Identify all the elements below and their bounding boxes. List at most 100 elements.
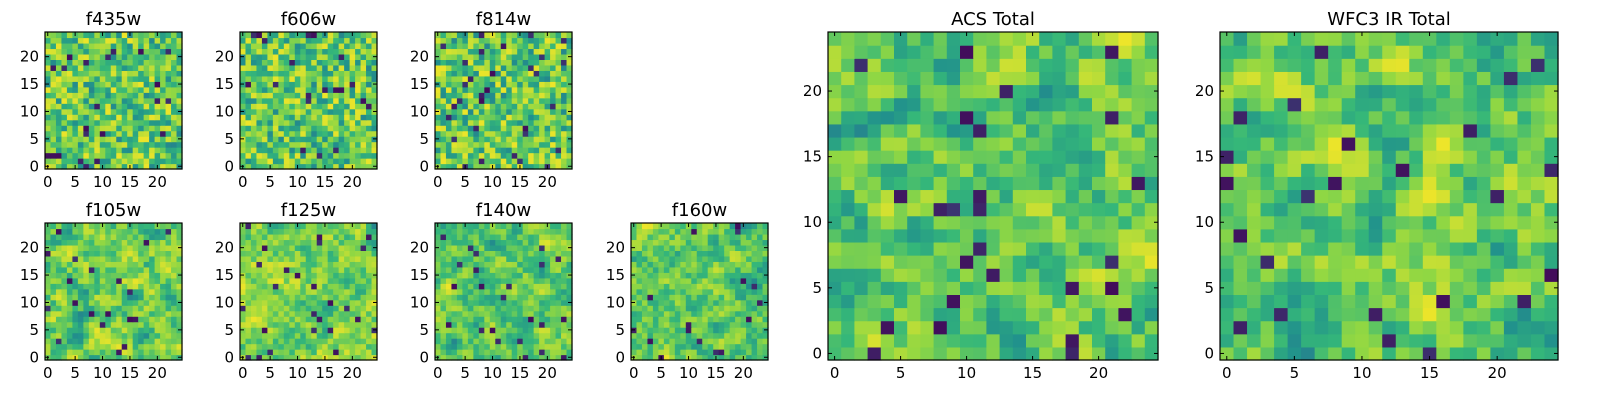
heatmap-cell xyxy=(311,125,318,132)
heatmap-cell xyxy=(867,202,882,217)
heatmap-cell xyxy=(72,86,79,93)
heatmap-cell xyxy=(94,136,101,143)
heatmap-cell xyxy=(250,48,258,55)
heatmap-cell xyxy=(99,75,106,82)
heatmap-cell xyxy=(261,338,268,345)
heatmap-cell xyxy=(294,239,301,246)
heatmap-cell xyxy=(149,108,156,115)
heatmap-cell xyxy=(154,158,161,165)
heatmap-cell xyxy=(528,130,535,137)
heatmap-cell xyxy=(278,152,285,159)
heatmap-cell xyxy=(456,53,463,60)
heatmap-cell xyxy=(478,288,485,295)
heatmap-cell xyxy=(245,223,252,230)
heatmap-cell xyxy=(305,316,312,323)
heatmap-cell xyxy=(435,228,442,235)
heatmap-cell xyxy=(495,283,502,290)
heatmap-cell xyxy=(484,288,491,295)
heatmap-cell xyxy=(467,75,474,82)
heatmap-cell xyxy=(154,59,161,66)
heatmap-cell xyxy=(555,108,562,115)
heatmap-cell xyxy=(707,277,714,284)
heatmap-cell xyxy=(327,92,334,99)
heatmap-cell xyxy=(83,114,90,121)
heatmap-cell xyxy=(544,75,551,82)
heatmap-cell xyxy=(867,281,882,295)
heatmap-cell xyxy=(327,158,334,165)
heatmap-cell xyxy=(495,261,502,268)
heatmap-cell xyxy=(322,316,329,323)
heatmap-cell xyxy=(99,272,106,279)
heatmap-cell xyxy=(94,349,101,356)
heatmap-cell xyxy=(55,305,63,312)
heatmap-cell xyxy=(973,202,987,217)
heatmap-cell xyxy=(344,283,351,290)
heatmap-cell xyxy=(555,32,562,39)
heatmap-cell xyxy=(506,283,513,290)
heatmap-cell xyxy=(338,108,345,115)
heatmap-cell xyxy=(631,266,638,273)
heatmap-cell xyxy=(55,261,63,268)
heatmap-cell xyxy=(986,176,1001,191)
heatmap-cell xyxy=(289,321,296,328)
heatmap-cell xyxy=(283,283,290,290)
heatmap-cell xyxy=(300,354,307,361)
heatmap-cell xyxy=(316,321,323,328)
heatmap-cell xyxy=(294,152,301,159)
heatmap-cell xyxy=(66,59,73,66)
heatmap-cell xyxy=(746,261,753,268)
heatmap-cell xyxy=(517,305,524,312)
heatmap-cell xyxy=(691,272,698,279)
heatmap-cell xyxy=(116,277,123,284)
heatmap-cell xyxy=(171,103,178,110)
heatmap-cell xyxy=(511,233,518,241)
heatmap-cell xyxy=(828,241,842,256)
heatmap-cell xyxy=(110,261,117,268)
heatmap-cell xyxy=(305,48,312,55)
heatmap-cell xyxy=(77,305,84,312)
heatmap-cell xyxy=(366,343,373,350)
heatmap-cell xyxy=(99,97,106,104)
heatmap-cell xyxy=(66,266,73,273)
heatmap-cell xyxy=(360,136,367,143)
heatmap-cell xyxy=(440,53,447,60)
panel-title: ACS Total xyxy=(951,9,1035,30)
heatmap-cell xyxy=(702,321,709,328)
heatmap-cell xyxy=(641,277,649,284)
heatmap-cell xyxy=(555,147,562,154)
heatmap-cell xyxy=(746,299,753,306)
heatmap-cell xyxy=(61,250,68,257)
heatmap-cell xyxy=(462,70,469,77)
heatmap-cell xyxy=(506,327,513,334)
heatmap-cell xyxy=(355,283,362,290)
heatmap-cell xyxy=(517,255,524,262)
heatmap-cell xyxy=(533,261,540,268)
heatmap-cell xyxy=(355,37,362,44)
heatmap-cell xyxy=(445,53,453,60)
heatmap-cell xyxy=(522,70,529,77)
heatmap-cell xyxy=(473,305,480,312)
heatmap-cell xyxy=(344,250,351,257)
heatmap-cell xyxy=(691,310,698,317)
heatmap-cell xyxy=(349,327,356,334)
heatmap-cell xyxy=(66,130,73,137)
heatmap-cell xyxy=(355,294,362,301)
heatmap-cell xyxy=(110,223,117,230)
heatmap-cell xyxy=(311,75,318,82)
heatmap-cell xyxy=(105,305,112,312)
heatmap-cell xyxy=(451,288,458,295)
heatmap-cell xyxy=(1105,320,1119,335)
heatmap-cell xyxy=(440,299,447,306)
heatmap-cell xyxy=(327,59,334,66)
heatmap-cell xyxy=(289,343,296,350)
heatmap-cell xyxy=(105,37,112,44)
heatmap-cell xyxy=(495,266,502,273)
heatmap-cell xyxy=(451,277,458,284)
heatmap-cell xyxy=(88,158,95,165)
heatmap-cell xyxy=(305,158,312,165)
heatmap-cell xyxy=(72,239,79,246)
heatmap-cell xyxy=(176,233,183,241)
heatmap-cell xyxy=(539,349,546,356)
heatmap-cell xyxy=(143,250,150,257)
heatmap-cell xyxy=(138,86,145,93)
